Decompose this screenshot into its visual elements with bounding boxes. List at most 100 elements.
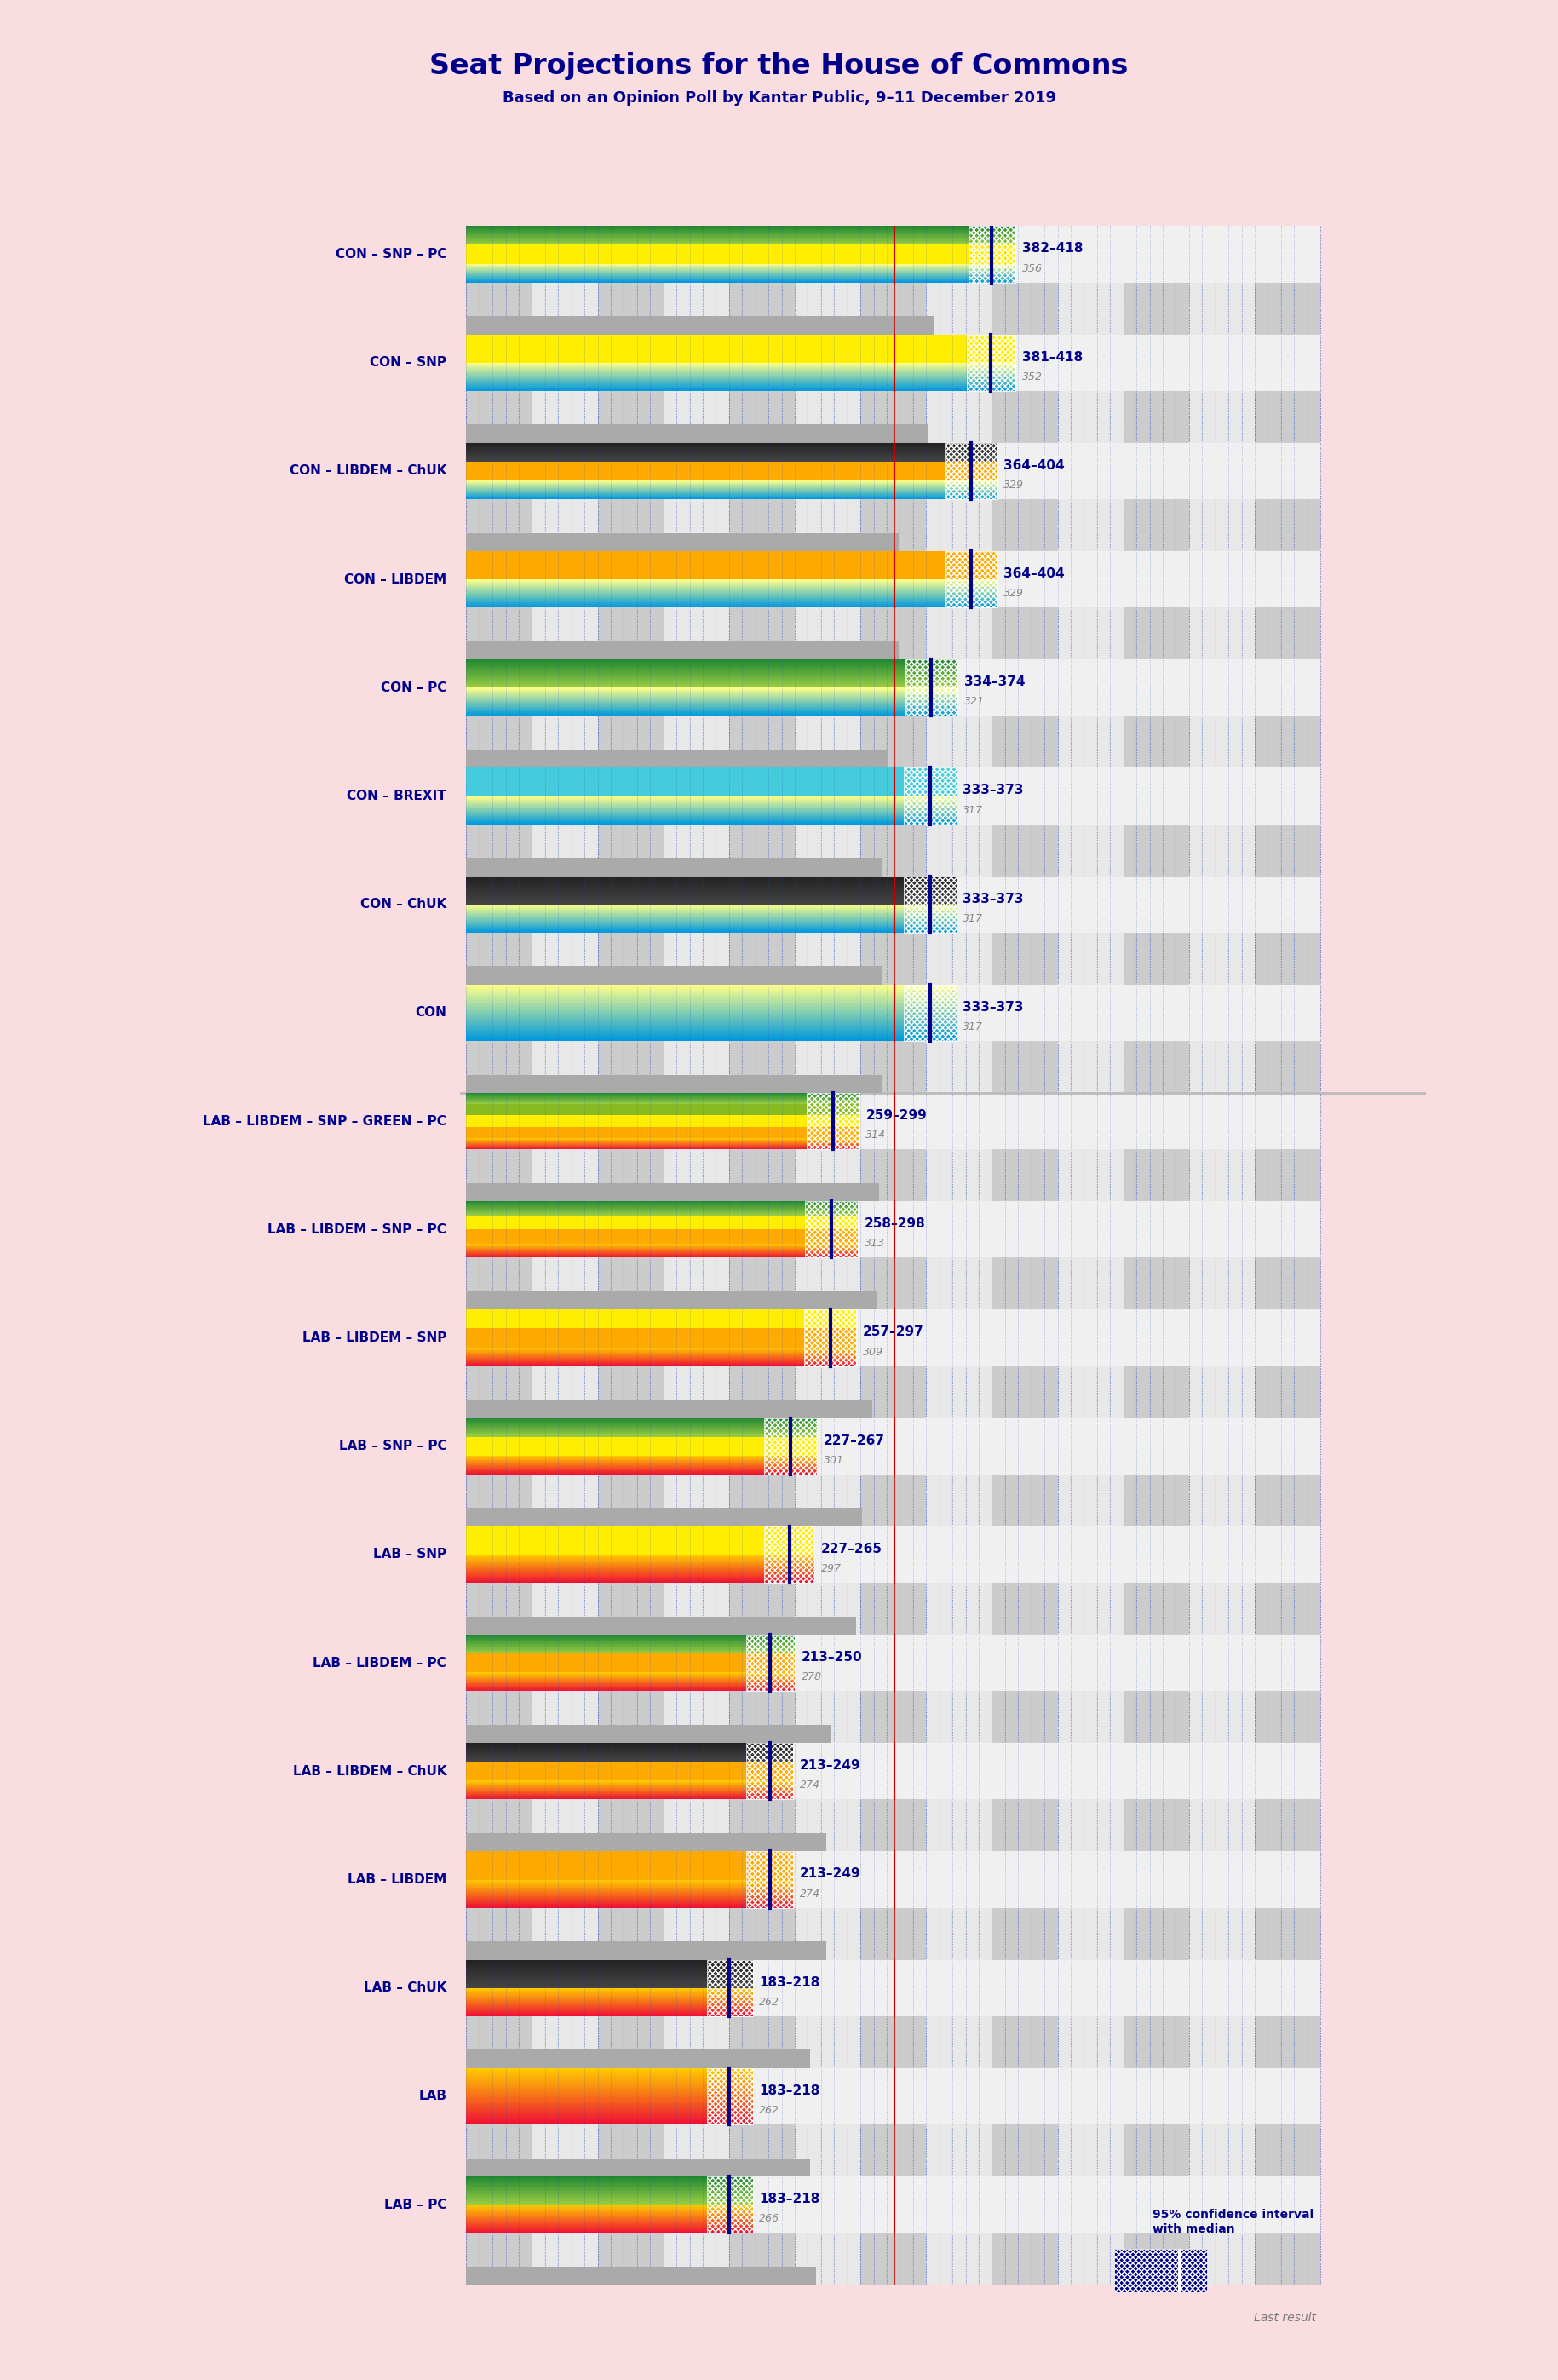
Bar	[1189, 2125, 1254, 2175]
Bar	[729, 1909, 795, 1959]
Bar	[466, 876, 1321, 933]
Bar	[992, 2016, 1058, 2068]
Bar	[1254, 500, 1321, 552]
Bar	[466, 1040, 1321, 1092]
Bar	[860, 2125, 925, 2175]
Text: Last result: Last result	[1254, 2311, 1317, 2325]
Bar	[1123, 2232, 1189, 2285]
Bar	[729, 1257, 795, 1309]
Bar	[860, 607, 925, 659]
Bar	[1058, 2016, 1123, 2068]
Bar	[598, 1040, 664, 1092]
Bar	[1189, 933, 1254, 985]
Text: CON – LIBDEM – ChUK: CON – LIBDEM – ChUK	[290, 464, 447, 478]
Bar	[466, 424, 929, 443]
Bar	[795, 500, 860, 552]
Text: 262: 262	[759, 1997, 779, 2009]
Bar	[531, 1909, 598, 1959]
Text: 259–299: 259–299	[866, 1109, 927, 1121]
Bar	[860, 716, 925, 769]
Bar	[992, 2232, 1058, 2285]
Bar	[466, 659, 1321, 716]
Text: 183–218: 183–218	[759, 2192, 820, 2206]
Bar	[805, 1202, 858, 1257]
Text: 364–404: 364–404	[1003, 459, 1064, 471]
Bar	[531, 1473, 598, 1526]
Bar	[925, 2016, 992, 2068]
Bar	[1254, 716, 1321, 769]
Bar	[795, 823, 860, 876]
Bar	[729, 2232, 795, 2285]
Bar	[860, 1040, 925, 1092]
Bar	[531, 1257, 598, 1309]
Bar	[1254, 283, 1321, 336]
Bar	[729, 1040, 795, 1092]
Bar	[466, 985, 1321, 1040]
Bar	[925, 2232, 992, 2285]
Bar	[466, 607, 531, 659]
Text: Seat Projections for the House of Commons: Seat Projections for the House of Common…	[430, 52, 1128, 81]
Bar	[466, 1399, 872, 1418]
Bar	[795, 2125, 860, 2175]
Bar	[729, 283, 795, 336]
Bar	[795, 1583, 860, 1635]
Bar	[795, 1799, 860, 1852]
Bar	[664, 1150, 729, 1202]
Bar	[729, 1473, 795, 1526]
Bar	[466, 1309, 1321, 1366]
Bar	[466, 1418, 1321, 1473]
Bar	[1058, 1150, 1123, 1202]
Bar	[531, 1150, 598, 1202]
Bar	[466, 1692, 1321, 1742]
Bar	[531, 1692, 598, 1742]
Bar	[925, 716, 992, 769]
Text: LAB – LIBDEM – ChUK: LAB – LIBDEM – ChUK	[293, 1766, 447, 1778]
Bar	[664, 1583, 729, 1635]
Bar	[1058, 500, 1123, 552]
Bar	[466, 607, 1321, 659]
Bar	[925, 390, 992, 443]
Bar	[664, 2232, 729, 2285]
Bar	[1189, 2232, 1254, 2285]
Bar	[598, 1473, 664, 1526]
Bar	[860, 1799, 925, 1852]
Text: 329: 329	[1003, 588, 1024, 600]
Bar	[664, 607, 729, 659]
Bar	[466, 283, 1321, 336]
Text: 301: 301	[824, 1454, 844, 1466]
Bar	[992, 823, 1058, 876]
Bar	[925, 1909, 992, 1959]
Bar	[664, 1692, 729, 1742]
Bar	[466, 1509, 862, 1526]
Bar	[1189, 607, 1254, 659]
Bar	[531, 283, 598, 336]
Text: 317: 317	[963, 804, 983, 816]
Bar	[531, 1583, 598, 1635]
Bar	[992, 1366, 1058, 1418]
Text: 364–404: 364–404	[1003, 566, 1064, 581]
Bar	[992, 1040, 1058, 1092]
Bar	[1058, 1799, 1123, 1852]
Text: 333–373: 333–373	[963, 892, 1024, 904]
Bar	[968, 336, 1016, 390]
Bar	[466, 1799, 531, 1852]
Bar	[598, 390, 664, 443]
Bar	[1123, 500, 1189, 552]
Bar	[1254, 1799, 1321, 1852]
Text: 257–297: 257–297	[863, 1326, 924, 1338]
Bar	[664, 1473, 729, 1526]
Bar	[1123, 1473, 1189, 1526]
Bar	[729, 716, 795, 769]
Bar	[925, 1583, 992, 1635]
Bar	[795, 607, 860, 659]
Bar	[1254, 2125, 1321, 2175]
Bar	[992, 1583, 1058, 1635]
Text: 333–373: 333–373	[963, 783, 1024, 797]
Text: 227–267: 227–267	[824, 1435, 885, 1447]
Text: 381–418: 381–418	[1022, 350, 1083, 364]
Bar	[598, 607, 664, 659]
Bar	[860, 823, 925, 876]
Bar	[992, 716, 1058, 769]
Bar	[925, 1692, 992, 1742]
Bar	[1189, 1257, 1254, 1309]
